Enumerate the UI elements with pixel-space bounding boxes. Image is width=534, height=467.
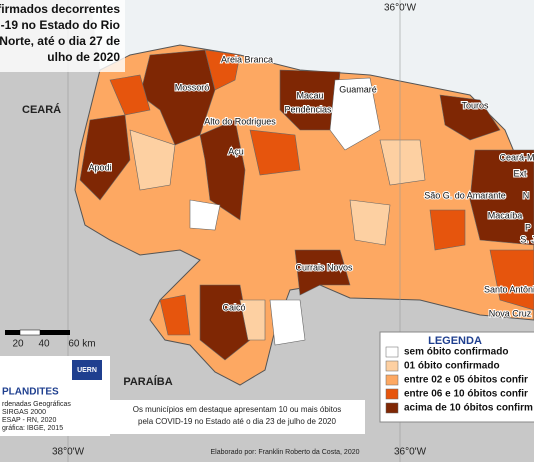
- legend-swatch: [385, 374, 399, 386]
- ocean: [90, 0, 534, 200]
- city-label: Touros: [461, 100, 489, 110]
- region-label: CEARÁ: [22, 103, 61, 116]
- municipality: [294, 249, 351, 296]
- municipality: [439, 94, 501, 141]
- info-line: ESAP - RN, 2020: [2, 417, 56, 424]
- title-line: ulho de 2020: [47, 50, 120, 64]
- city-label: S. J: [520, 234, 534, 244]
- municipality: [249, 129, 301, 176]
- municipality: [199, 284, 251, 361]
- city-label: Currais Novos: [295, 262, 353, 272]
- title-line: firmados decorrentes: [0, 2, 120, 16]
- legend-label: entre 02 e 05 óbitos confir: [404, 375, 528, 386]
- scale-label: 60 km: [68, 339, 95, 350]
- municipality: [159, 294, 191, 336]
- scale-segment: [5, 330, 20, 335]
- city-label: P: [525, 222, 531, 232]
- info-line: rdenadas Geográficas: [2, 401, 71, 408]
- municipalities: [79, 49, 534, 361]
- municipality: [269, 299, 306, 346]
- region-label: PARAÍBA: [123, 375, 172, 388]
- city-label: Ceará-Mi: [499, 152, 534, 162]
- note-box: [110, 400, 365, 434]
- city-label: Alto do Rodrigues: [204, 116, 276, 126]
- city-label: Açu: [228, 146, 244, 156]
- scale-segment: [19, 329, 41, 336]
- scale-label: 20: [12, 339, 24, 350]
- city-label: São G. do Amarante: [424, 190, 506, 200]
- logo-text: PLANDITES: [2, 387, 59, 398]
- scale-label: 40: [38, 339, 50, 350]
- city-label: Macau: [296, 90, 323, 100]
- city-label: Santo Antônio: [484, 284, 534, 294]
- credit: Elaborado por: Franklin Roberto da Costa…: [210, 449, 359, 456]
- municipality: [429, 209, 466, 251]
- municipality: [199, 119, 246, 221]
- city-label: Guamaré: [339, 84, 377, 94]
- municipality: [489, 249, 534, 311]
- title: firmados decorrentes -19 no Estado do Rio…: [0, 2, 120, 64]
- legend-label: 01 óbito confirmado: [404, 361, 500, 372]
- legend: sem óbito confirmado 01 óbito confirmado e…: [385, 346, 533, 414]
- municipality: [469, 149, 534, 246]
- logo: [72, 360, 102, 380]
- municipality: [379, 139, 426, 186]
- legend-label: acima de 10 óbitos confirm: [404, 403, 533, 414]
- city-label: Caicó: [222, 302, 245, 312]
- legend-swatch: [385, 402, 399, 414]
- title-line: Norte, até o dia 27 de: [0, 34, 120, 48]
- legend-swatch: [385, 346, 399, 358]
- logo-text: UERN: [77, 367, 97, 374]
- legend-swatch: [385, 360, 399, 372]
- note: pela COVID-19 no Estado até o dia 23 de …: [138, 417, 336, 426]
- legend-label: sem óbito confirmado: [404, 347, 508, 358]
- scale-bar: 20 40 60 km: [5, 329, 96, 350]
- legend-swatch: [385, 388, 399, 400]
- municipality: [239, 299, 266, 341]
- municipality: [279, 69, 341, 131]
- city-label: Pendências: [284, 104, 332, 114]
- municipality: [189, 199, 221, 231]
- city-label: Nova Cruz: [489, 308, 532, 318]
- municipality: [204, 49, 241, 91]
- coord-label: 36°0'W: [394, 447, 427, 458]
- municipality: [349, 199, 391, 246]
- legend-title: LEGENDA: [428, 335, 482, 347]
- city-label: Apodi: [88, 162, 111, 172]
- note: Os municípios em destaque apresentam 10 …: [133, 405, 342, 414]
- city-label: Ext: [513, 168, 527, 178]
- info-line: gráfica: IBGE, 2015: [2, 425, 63, 432]
- legend-label: entre 06 e 10 óbitos confir: [404, 389, 528, 400]
- municipality: [329, 77, 381, 151]
- legend-box: [379, 331, 534, 423]
- info-line: SIRGAS 2000: [2, 409, 46, 416]
- city-label: Areia Branca: [221, 54, 273, 64]
- city-label: N: [523, 190, 530, 200]
- scale-segment: [40, 330, 70, 335]
- title-line: -19 no Estado do Rio: [1, 18, 120, 32]
- title-box: [0, 0, 125, 72]
- municipality: [129, 129, 176, 191]
- city-label: Macaíba: [488, 210, 523, 220]
- coord-label: 36°0'W: [384, 3, 417, 14]
- municipality: [79, 114, 131, 201]
- city-label: Mossoró: [175, 82, 210, 92]
- municipality: [109, 74, 151, 116]
- coord-label: 38°0'W: [52, 447, 85, 458]
- city-labels: Areia Branca Mossoró Macau Guamaré Pendência…: [87, 53, 534, 319]
